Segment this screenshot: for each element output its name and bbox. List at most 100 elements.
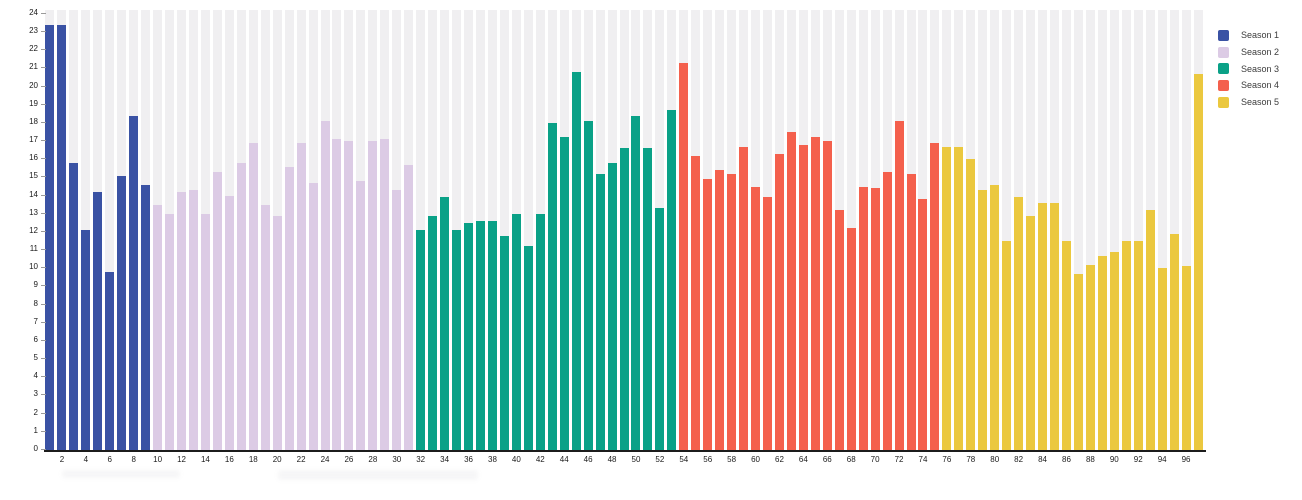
bar-episode-16[interactable] bbox=[224, 195, 234, 450]
legend-item-season-1[interactable]: Season 1 bbox=[1218, 27, 1279, 44]
bar-episode-61[interactable] bbox=[763, 197, 772, 450]
bar-episode-17[interactable] bbox=[236, 162, 246, 450]
bar-episode-47[interactable] bbox=[595, 173, 605, 450]
bar-episode-80[interactable] bbox=[990, 184, 1000, 450]
bar-episode-19[interactable] bbox=[260, 204, 270, 450]
bar-episode-92[interactable] bbox=[1133, 241, 1143, 450]
bar-episode-52[interactable] bbox=[655, 208, 665, 450]
bar-episode-71[interactable] bbox=[882, 171, 892, 450]
bar-episode-24[interactable] bbox=[320, 121, 330, 450]
bar-episode-12[interactable] bbox=[177, 191, 187, 450]
bar-episode-57[interactable] bbox=[715, 170, 725, 450]
bar-episode-2[interactable] bbox=[57, 24, 67, 450]
bar-episode-4[interactable] bbox=[81, 230, 91, 450]
bar-episode-60[interactable] bbox=[751, 186, 761, 450]
bar-episode-90[interactable] bbox=[1109, 251, 1119, 450]
bar-episode-27[interactable] bbox=[356, 181, 366, 450]
bar-episode-49[interactable] bbox=[619, 148, 629, 450]
bar-episode-82[interactable] bbox=[1014, 197, 1024, 450]
bar-episode-41[interactable] bbox=[523, 246, 533, 450]
bar-episode-39[interactable] bbox=[499, 235, 509, 450]
bar-episode-40[interactable] bbox=[511, 213, 521, 450]
bar-episode-13[interactable] bbox=[188, 190, 198, 450]
bar-episode-88[interactable] bbox=[1085, 264, 1095, 450]
bar-episode-15[interactable] bbox=[212, 171, 222, 450]
bar-episode-21[interactable] bbox=[284, 166, 294, 450]
bar-episode-86[interactable] bbox=[1061, 241, 1071, 450]
bar-episode-29[interactable] bbox=[380, 139, 390, 450]
bar-episode-7[interactable] bbox=[117, 175, 127, 450]
bar-episode-83[interactable] bbox=[1026, 215, 1036, 450]
bar-episode-22[interactable] bbox=[296, 142, 306, 450]
bar-episode-77[interactable] bbox=[954, 146, 964, 450]
bar-episode-32[interactable] bbox=[416, 230, 426, 450]
bar-episode-78[interactable] bbox=[966, 159, 976, 450]
bar-episode-45[interactable] bbox=[571, 72, 581, 450]
bar-episode-38[interactable] bbox=[487, 221, 497, 450]
bar-episode-36[interactable] bbox=[464, 222, 474, 450]
bar-episode-6[interactable] bbox=[105, 271, 115, 450]
bar-episode-35[interactable] bbox=[452, 230, 462, 450]
bar-episode-34[interactable] bbox=[440, 197, 450, 450]
bar-episode-81[interactable] bbox=[1002, 241, 1012, 450]
bar-episode-91[interactable] bbox=[1121, 241, 1131, 450]
legend-item-season-5[interactable]: Season 5 bbox=[1218, 94, 1279, 111]
bar-episode-85[interactable] bbox=[1050, 202, 1059, 450]
bar-episode-25[interactable] bbox=[332, 139, 342, 450]
bar-episode-67[interactable] bbox=[834, 210, 844, 450]
bar-episode-11[interactable] bbox=[165, 213, 175, 450]
bar-episode-63[interactable] bbox=[786, 132, 796, 450]
bar-episode-20[interactable] bbox=[272, 215, 282, 450]
bar-episode-95[interactable] bbox=[1169, 233, 1179, 450]
bar-episode-51[interactable] bbox=[643, 148, 653, 450]
bar-episode-62[interactable] bbox=[774, 153, 784, 450]
bar-episode-44[interactable] bbox=[559, 137, 569, 450]
bar-episode-10[interactable] bbox=[153, 204, 163, 450]
bar-episode-97[interactable] bbox=[1193, 73, 1203, 450]
bar-episode-96[interactable] bbox=[1181, 266, 1191, 450]
bar-episode-79[interactable] bbox=[978, 190, 988, 450]
bar-episode-94[interactable] bbox=[1157, 268, 1167, 450]
bar-episode-33[interactable] bbox=[428, 215, 438, 450]
bar-episode-76[interactable] bbox=[942, 146, 952, 450]
bar-episode-66[interactable] bbox=[822, 141, 832, 450]
bar-episode-74[interactable] bbox=[918, 199, 928, 450]
bar-episode-3[interactable] bbox=[69, 162, 79, 450]
bar-episode-23[interactable] bbox=[308, 182, 318, 450]
bar-episode-37[interactable] bbox=[475, 221, 485, 450]
bar-episode-28[interactable] bbox=[368, 141, 378, 450]
bar-episode-54[interactable] bbox=[679, 62, 689, 450]
bar-episode-56[interactable] bbox=[703, 179, 713, 450]
bar-episode-48[interactable] bbox=[607, 162, 617, 450]
bar-episode-68[interactable] bbox=[846, 228, 856, 450]
legend-item-season-3[interactable]: Season 3 bbox=[1218, 60, 1279, 77]
bar-episode-46[interactable] bbox=[583, 121, 593, 450]
bar-episode-31[interactable] bbox=[404, 164, 414, 450]
bar-episode-42[interactable] bbox=[535, 213, 545, 450]
bar-episode-87[interactable] bbox=[1073, 273, 1083, 450]
bar-episode-89[interactable] bbox=[1097, 255, 1107, 450]
bar-episode-93[interactable] bbox=[1145, 210, 1155, 450]
bar-episode-5[interactable] bbox=[93, 191, 103, 450]
bar-episode-14[interactable] bbox=[200, 213, 210, 450]
bar-episode-30[interactable] bbox=[392, 190, 402, 450]
bar-episode-18[interactable] bbox=[248, 142, 258, 450]
legend-item-season-2[interactable]: Season 2 bbox=[1218, 44, 1279, 61]
bar-episode-50[interactable] bbox=[631, 115, 641, 450]
bar-episode-73[interactable] bbox=[906, 173, 916, 450]
bar-episode-72[interactable] bbox=[894, 121, 904, 450]
bar-episode-70[interactable] bbox=[870, 188, 880, 450]
bar-episode-65[interactable] bbox=[810, 137, 820, 450]
bar-episode-53[interactable] bbox=[667, 110, 677, 450]
bar-episode-69[interactable] bbox=[858, 186, 868, 450]
bar-episode-58[interactable] bbox=[727, 173, 737, 450]
bar-episode-55[interactable] bbox=[691, 155, 701, 450]
bar-episode-26[interactable] bbox=[344, 141, 354, 450]
bar-episode-75[interactable] bbox=[930, 142, 940, 450]
bar-episode-1[interactable] bbox=[45, 24, 55, 450]
bar-episode-64[interactable] bbox=[798, 144, 808, 450]
bar-episode-84[interactable] bbox=[1038, 202, 1048, 450]
bar-episode-59[interactable] bbox=[739, 146, 749, 450]
bar-episode-43[interactable] bbox=[547, 122, 557, 450]
bar-episode-8[interactable] bbox=[129, 115, 139, 450]
